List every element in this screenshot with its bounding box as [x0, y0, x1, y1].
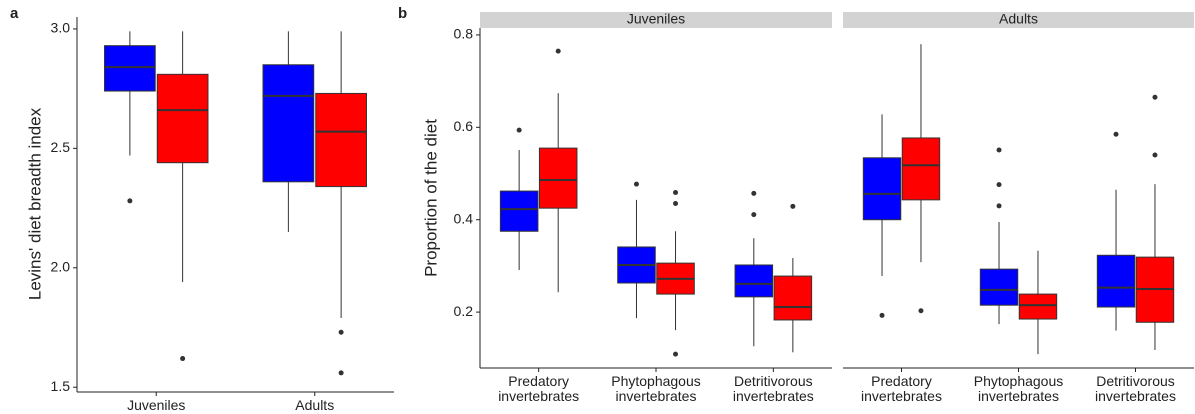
x-tick-label: Detritivorous invertebrates — [732, 373, 814, 404]
facet-title: Juveniles — [627, 11, 685, 27]
outlier — [1152, 152, 1158, 158]
x-tick-label: Phytophagous invertebrates — [611, 373, 701, 404]
outlier — [673, 189, 679, 195]
outlier — [555, 48, 561, 54]
panel-label: b — [398, 5, 407, 22]
box — [979, 268, 1019, 306]
box — [104, 45, 156, 92]
x-tick-label: Predatory invertebrates — [861, 373, 942, 404]
outlier — [338, 370, 344, 376]
box — [1018, 293, 1058, 320]
box — [315, 92, 367, 188]
facet-title: Adults — [999, 11, 1038, 27]
outlier — [751, 190, 757, 196]
y-tick-label: 0.4 — [454, 210, 474, 226]
outlier — [673, 201, 679, 207]
box — [901, 137, 941, 201]
y-tick-label: 2.5 — [51, 139, 71, 155]
y-tick-label: 0.8 — [454, 26, 474, 42]
outlier — [996, 147, 1002, 153]
x-tick-label: Detritivorous invertebrates — [1095, 373, 1176, 404]
box — [156, 73, 209, 164]
outlier — [673, 351, 679, 357]
outlier — [1152, 94, 1158, 100]
outlier — [127, 198, 133, 204]
panel-label: a — [10, 5, 19, 22]
strip — [843, 12, 1194, 28]
y-tick-label: 3.0 — [51, 20, 71, 36]
outlier — [790, 203, 796, 209]
outlier — [633, 181, 639, 187]
y-axis-title: Levins' diet breadth index — [25, 107, 44, 300]
box — [1096, 254, 1136, 308]
outlier — [879, 312, 885, 318]
outlier — [918, 308, 924, 314]
box — [499, 190, 539, 232]
box — [734, 264, 774, 298]
y-tick-label: 0.6 — [454, 118, 474, 134]
y-tick-label: 0.2 — [454, 303, 474, 319]
x-tick-label: Juveniles — [127, 397, 186, 413]
y-tick-label: 2.0 — [51, 258, 71, 274]
outlier — [996, 203, 1002, 209]
box — [538, 147, 578, 209]
strip — [480, 12, 832, 28]
x-tick-label: Predatory invertebrates — [498, 373, 580, 404]
outlier — [1113, 131, 1119, 137]
y-tick-label: 1.5 — [51, 378, 71, 394]
outlier — [338, 329, 344, 335]
box — [862, 157, 902, 221]
outlier — [180, 356, 186, 362]
box — [262, 64, 315, 183]
x-tick-label: Adults — [295, 397, 335, 413]
outlier — [751, 212, 757, 218]
outlier — [516, 127, 522, 133]
y-axis-title: Proportion of the diet — [421, 119, 440, 277]
box — [773, 275, 813, 321]
x-tick-label: Phytophagous invertebrates — [973, 373, 1064, 404]
outlier — [996, 182, 1002, 188]
